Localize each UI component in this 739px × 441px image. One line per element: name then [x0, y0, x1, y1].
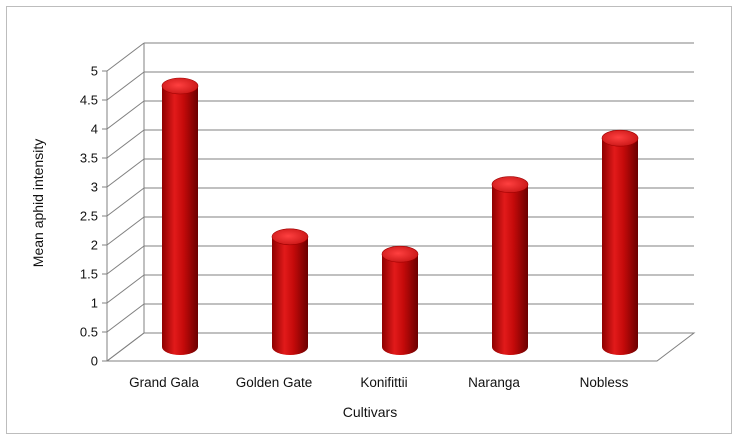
side-gridline [106, 129, 145, 159]
side-gridline [106, 71, 145, 101]
side-gridline [106, 303, 145, 333]
bars [161, 77, 639, 355]
x-tick-label: Naranga [468, 375, 520, 390]
y-axis-title: Mean aphid intensity [30, 139, 46, 267]
bar-top [601, 129, 639, 147]
x-tick-label: Golden Gate [236, 375, 313, 390]
bar-top [381, 245, 419, 263]
side-gridline [106, 274, 145, 304]
bar [601, 129, 639, 355]
side-gridline [106, 42, 145, 72]
x-tick-label: Nobless [580, 375, 629, 390]
y-tick-label: 2.5 [80, 209, 98, 224]
y-tick-label: 1 [91, 296, 98, 311]
side-gridline [106, 100, 145, 130]
side-gridline [106, 187, 145, 217]
y-axis-ticks: 0 0.5 1 1.5 2 2.5 3 3.5 4 4.5 5 [80, 64, 107, 369]
x-tick-label: Konifittii [360, 375, 407, 390]
bar [491, 176, 529, 355]
y-tick-label: 4 [91, 122, 98, 137]
x-tick-label: Grand Gala [129, 375, 199, 390]
side-gridline [106, 245, 145, 275]
bar-body [162, 86, 198, 355]
bar [381, 245, 419, 355]
bar [271, 228, 309, 355]
y-tick-label: 2 [91, 238, 98, 253]
side-gridline [106, 216, 145, 246]
bar-top [161, 77, 199, 95]
side-gridline [106, 158, 145, 188]
x-axis-title: Cultivars [343, 404, 397, 420]
bar [161, 77, 199, 355]
y-tick-label: 1.5 [80, 267, 98, 282]
x-axis-categories: Grand Gala Golden Gate Konifittii Naranga No… [129, 375, 629, 390]
y-tick-label: 3 [91, 180, 98, 195]
y-tick-label: 5 [91, 64, 98, 79]
bar-top [271, 228, 309, 246]
bar-body [492, 184, 528, 355]
bar-body [602, 138, 638, 355]
y-tick-label: 0.5 [80, 325, 98, 340]
y-tick-label: 0 [91, 354, 98, 369]
bar-top [491, 176, 529, 193]
y-tick-label: 3.5 [80, 151, 98, 166]
side-gridline [106, 332, 145, 362]
bar-body [272, 236, 308, 355]
y-tick-label: 4.5 [80, 93, 98, 108]
bar-body [382, 254, 418, 355]
